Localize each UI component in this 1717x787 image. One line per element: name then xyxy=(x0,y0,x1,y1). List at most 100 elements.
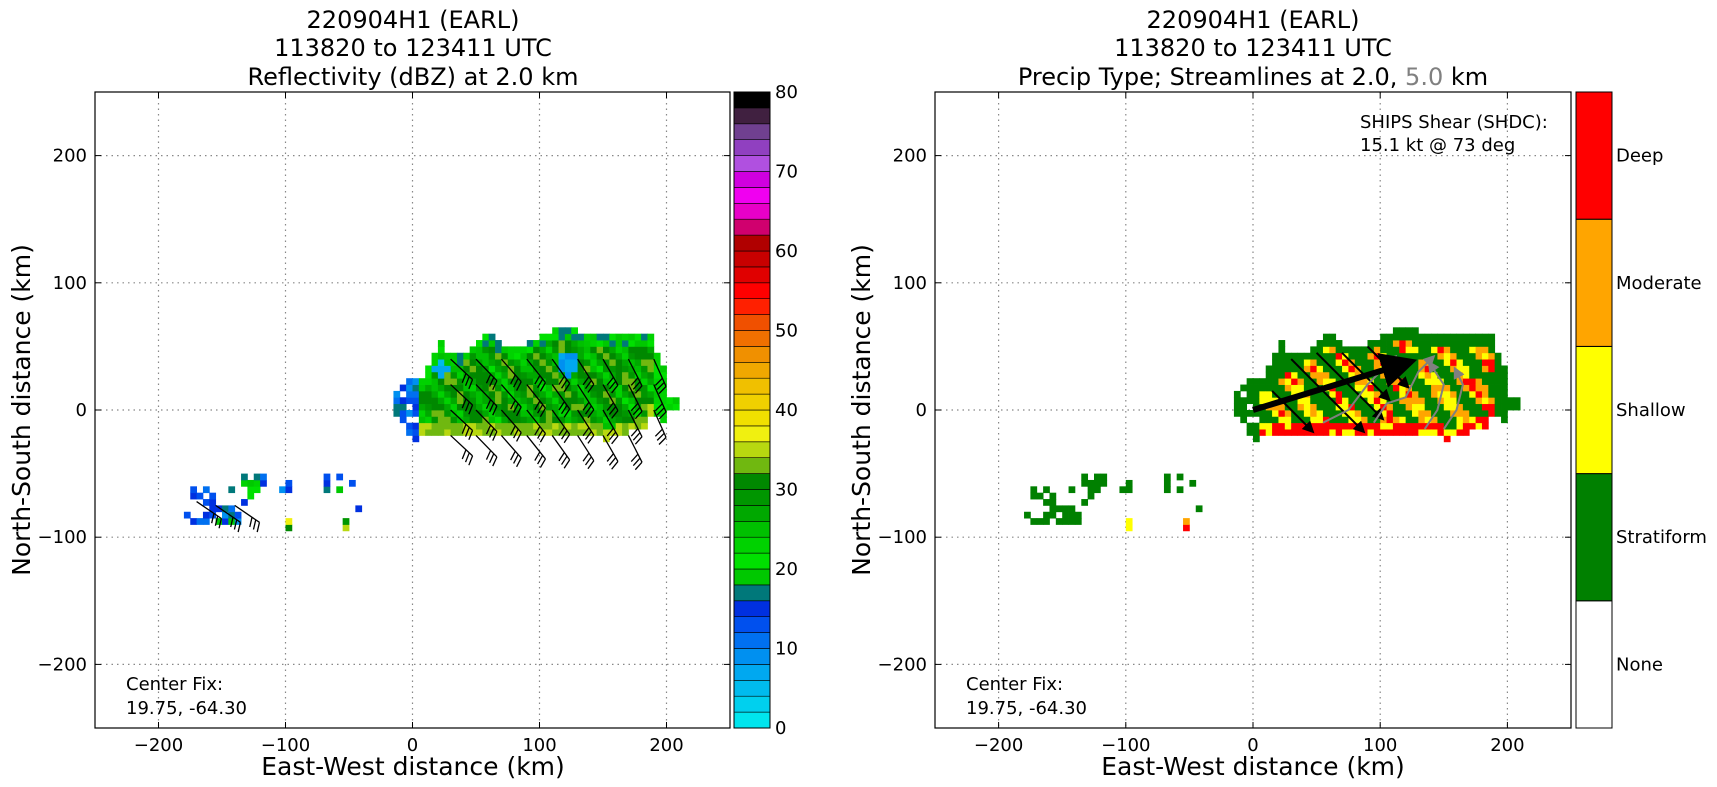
precip-type-cell xyxy=(1361,365,1368,373)
reflectivity-cell xyxy=(533,371,540,379)
reflectivity-cell xyxy=(590,340,598,347)
reflectivity-cell xyxy=(215,505,223,513)
precip-type-cell xyxy=(1329,429,1337,436)
colorbar-category-label: Shallow xyxy=(1616,400,1686,421)
reflectivity-cell xyxy=(615,384,623,392)
precip-type-cell xyxy=(1316,403,1324,411)
precip-type-cell xyxy=(1322,365,1330,373)
reflectivity-cell xyxy=(456,397,464,405)
precip-type-cell xyxy=(1176,486,1184,494)
reflectivity-cell xyxy=(622,378,629,385)
precip-type-cell xyxy=(1462,340,1470,347)
right-ticks xyxy=(935,92,1571,728)
precip-type-cell xyxy=(1392,429,1400,436)
precip-type-cell xyxy=(1094,473,1101,481)
precip-type-cell xyxy=(1329,346,1337,354)
wind-barb-flag xyxy=(461,449,467,460)
reflectivity-cell xyxy=(520,429,528,436)
reflectivity-cell xyxy=(431,378,439,385)
precip-type-cell xyxy=(1291,429,1298,436)
reflectivity-cell xyxy=(482,333,490,341)
reflectivity-cell xyxy=(514,403,521,411)
reflectivity-cell xyxy=(437,346,445,354)
reflectivity-cell xyxy=(285,479,293,487)
precip-type-cell xyxy=(1367,410,1375,417)
reflectivity-cell xyxy=(228,486,236,494)
precip-type-cell xyxy=(1481,378,1489,385)
precip-type-cell xyxy=(1412,333,1419,341)
wind-barb-flag xyxy=(537,429,544,439)
colorbar-segment xyxy=(733,441,771,458)
precip-type-cell xyxy=(1488,378,1496,385)
reflectivity-cell xyxy=(603,390,610,398)
reflectivity-cell xyxy=(577,371,585,379)
colorbar-tick-label: 50 xyxy=(775,321,798,342)
precip-type-cell xyxy=(1335,422,1343,430)
colorbar-segment xyxy=(733,695,771,713)
precip-type-cell xyxy=(1431,390,1438,398)
shear-text-line2: 15.1 kt @ 73 deg xyxy=(1360,135,1515,156)
reflectivity-cell xyxy=(634,390,642,398)
precip-type-cell xyxy=(1361,346,1368,354)
precip-type-cell xyxy=(1322,397,1330,405)
reflectivity-cell xyxy=(393,410,401,417)
precip-type-cell xyxy=(1513,403,1521,411)
reflectivity-cell xyxy=(552,340,559,347)
reflectivity-cell xyxy=(552,371,559,379)
precip-type-cell xyxy=(1297,422,1305,430)
precip-type-cell xyxy=(1043,518,1050,525)
wind-barb-flag xyxy=(582,452,590,462)
precip-type-cell xyxy=(1450,371,1457,379)
precip-type-cell xyxy=(1272,429,1279,436)
precip-type-cell xyxy=(1456,340,1464,347)
precip-type-cell xyxy=(1329,403,1337,411)
precip-type-cell xyxy=(1074,518,1082,525)
precip-type-cell xyxy=(1373,365,1381,373)
precip-type-cell xyxy=(1316,346,1324,354)
reflectivity-cell xyxy=(571,378,578,385)
reflectivity-cell xyxy=(425,410,432,417)
reflectivity-cell xyxy=(571,384,578,392)
precip-type-cell xyxy=(1348,352,1356,360)
precip-type-cell xyxy=(1246,410,1254,417)
precip-type-cell xyxy=(1392,390,1400,398)
precip-type-cell xyxy=(1424,333,1432,341)
reflectivity-cell xyxy=(558,403,566,411)
reflectivity-cell xyxy=(209,499,217,506)
precip-type-cell xyxy=(1386,378,1394,385)
reflectivity-cell xyxy=(456,378,464,385)
reflectivity-cell xyxy=(507,371,515,379)
reflectivity-cell xyxy=(399,397,407,405)
precip-type-cell xyxy=(1481,422,1489,430)
precip-type-cell xyxy=(1380,384,1387,392)
reflectivity-cell xyxy=(545,340,553,347)
precip-type-cell xyxy=(1418,371,1426,379)
precip-type-cell xyxy=(1431,403,1438,411)
precip-type-cell xyxy=(1316,429,1324,436)
precip-type-cell xyxy=(1475,340,1483,347)
reflectivity-cell xyxy=(609,410,617,417)
reflectivity-cell xyxy=(564,410,572,417)
reflectivity-cell xyxy=(634,403,642,411)
y-tick-label: 100 xyxy=(893,273,927,294)
precip-type-cell xyxy=(1278,352,1286,360)
reflectivity-cell xyxy=(437,429,445,436)
reflectivity-cell xyxy=(501,429,509,436)
reflectivity-cell xyxy=(514,422,521,430)
precip-type-cell xyxy=(1335,397,1343,405)
precip-type-cell xyxy=(1405,371,1413,379)
precip-type-cell xyxy=(1284,429,1292,436)
reflectivity-cell xyxy=(577,397,585,405)
reflectivity-cell xyxy=(558,340,566,347)
reflectivity-cell xyxy=(463,397,471,405)
reflectivity-cell xyxy=(406,390,413,398)
reflectivity-cell xyxy=(545,384,553,392)
reflectivity-cell xyxy=(641,416,648,424)
reflectivity-cell xyxy=(437,397,445,405)
precip-type-cell xyxy=(1278,410,1286,417)
precip-type-cell xyxy=(1450,346,1457,354)
precip-type-cell xyxy=(1443,340,1451,347)
reflectivity-cell xyxy=(590,333,598,341)
precip-type-cell xyxy=(1431,416,1438,424)
precip-type-cell xyxy=(1367,390,1375,398)
